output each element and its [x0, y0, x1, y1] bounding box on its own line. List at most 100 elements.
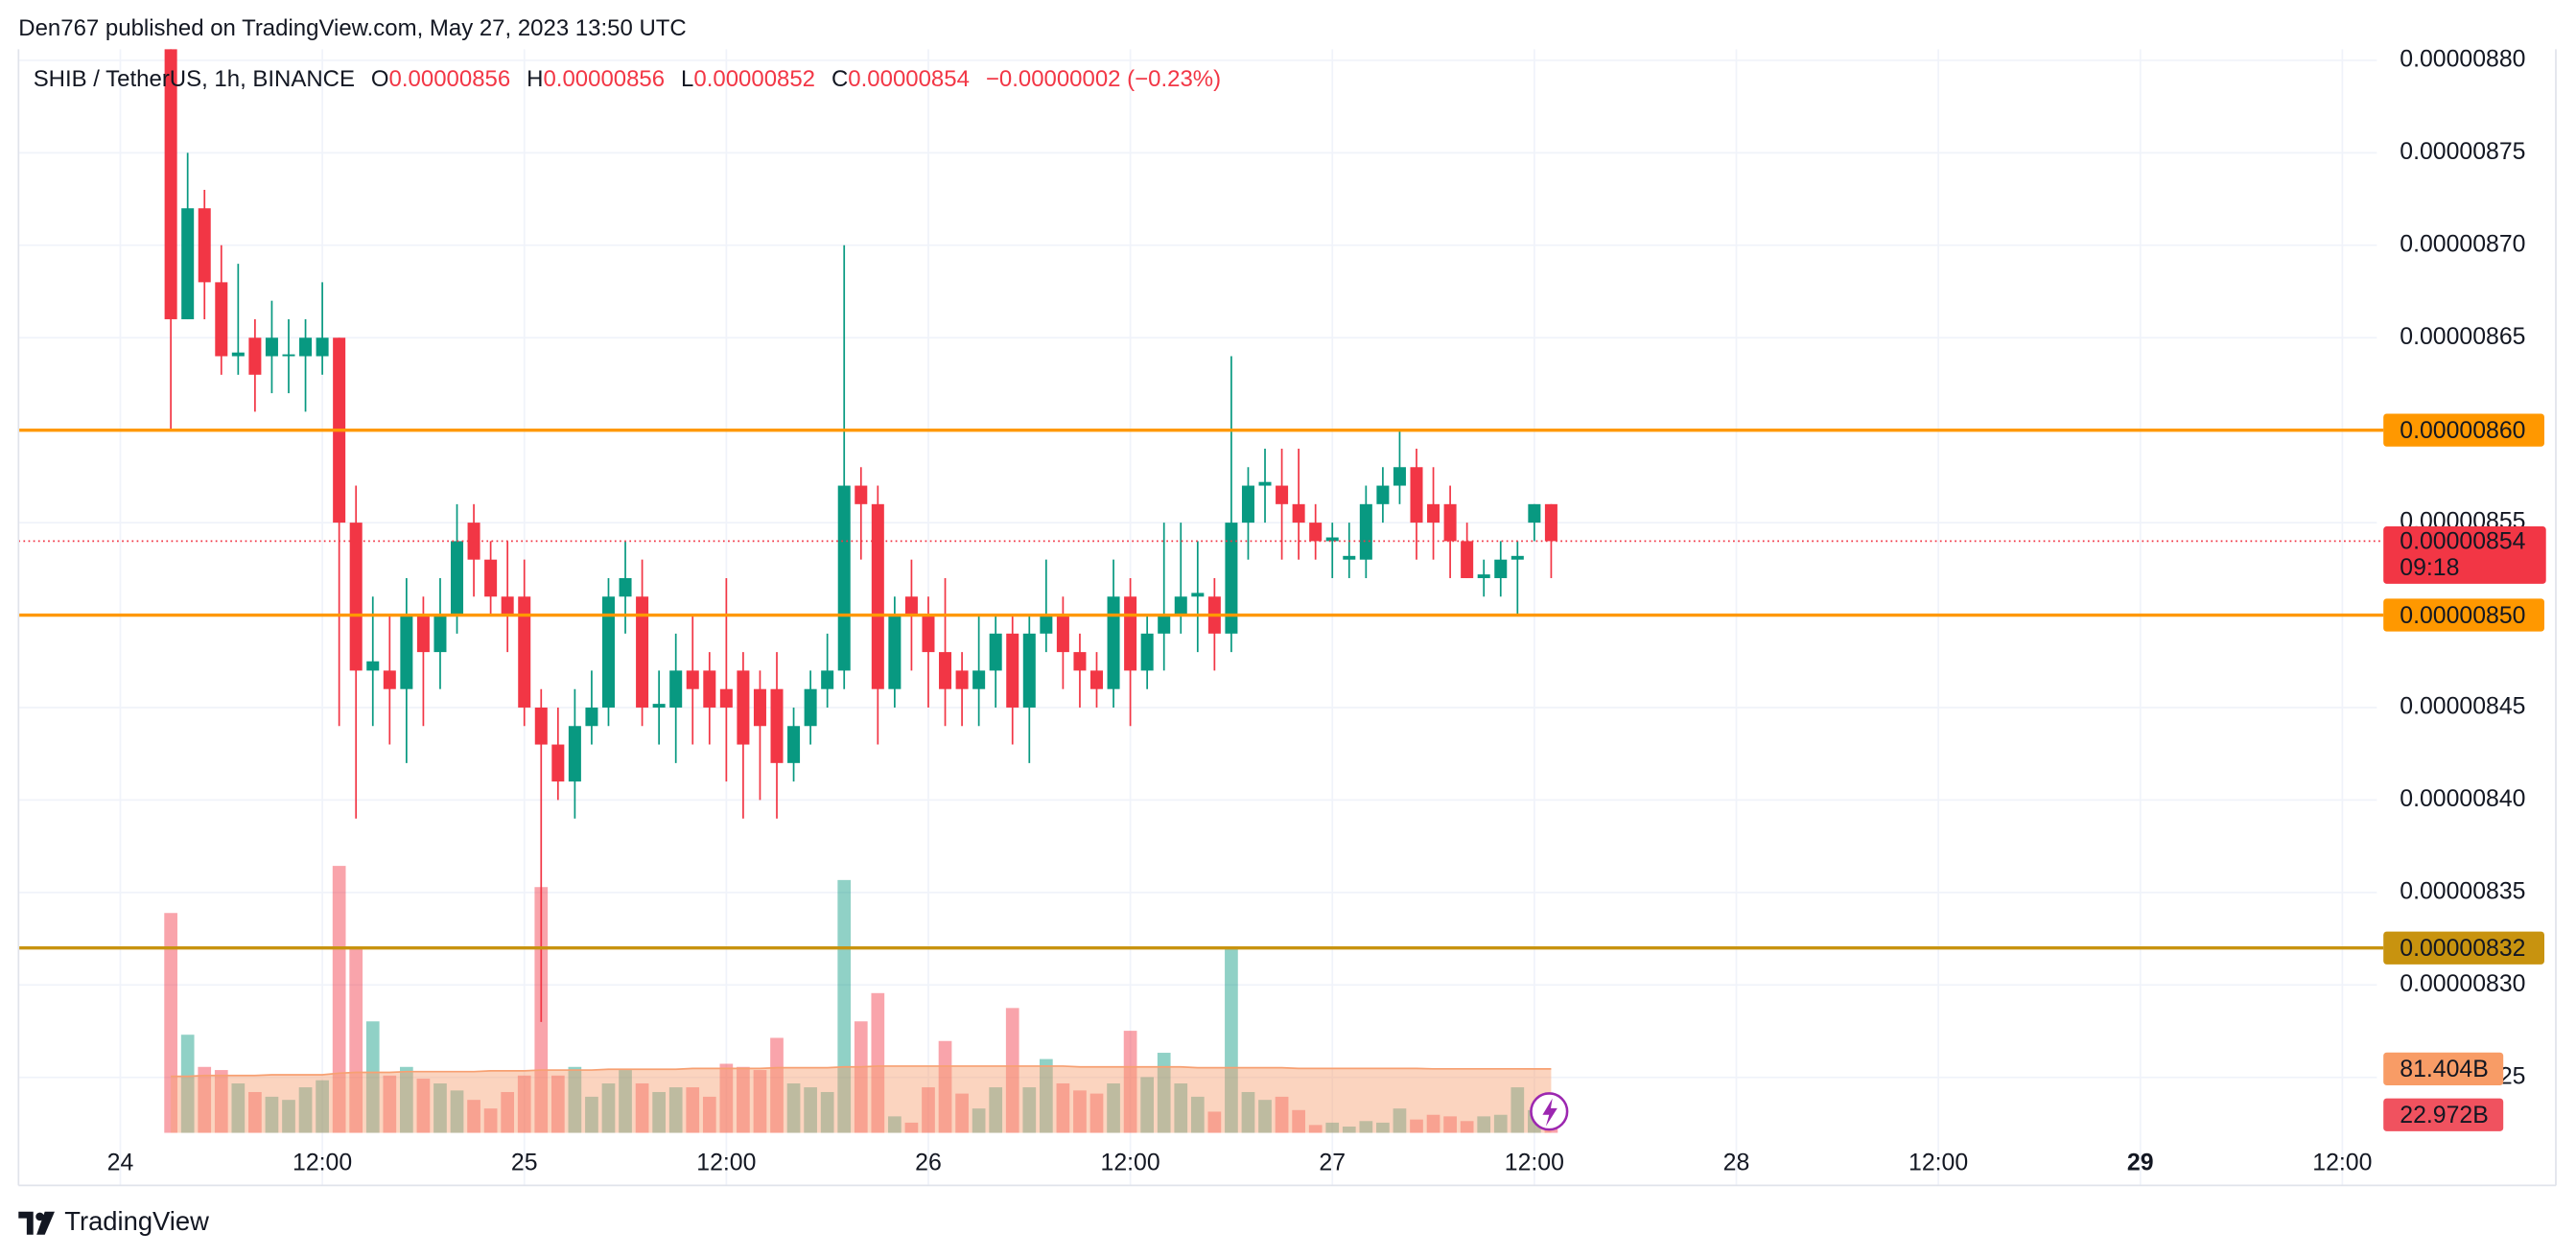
- last-price-countdown: 09:18: [2400, 555, 2459, 581]
- x-tick-label: 24: [107, 1151, 134, 1176]
- candle-body: [282, 354, 295, 357]
- volume-bar: [231, 1082, 246, 1133]
- x-tick-label: 29: [2127, 1151, 2154, 1176]
- candle-body: [1477, 574, 1490, 578]
- volume-bar: [585, 1096, 598, 1133]
- candle-body: [770, 688, 784, 763]
- volume-bar: [332, 866, 346, 1133]
- candle-body: [989, 633, 1002, 671]
- candle-body: [1174, 596, 1187, 616]
- candle-body: [719, 688, 733, 708]
- legend: SHIB / TetherUS, 1h, BINANCE O0.00000856…: [34, 66, 1221, 92]
- candle-body: [1158, 615, 1171, 634]
- candle-body: [1544, 503, 1557, 542]
- volume-bar: [316, 1080, 329, 1133]
- overlay: 0.00000880 0.00000875 0.00000870 0.00000865…: [18, 47, 2546, 1176]
- volume-bar: [753, 1070, 767, 1133]
- volume-bar: [668, 1087, 683, 1133]
- legend-l-label: L: [681, 66, 693, 92]
- candle-body: [366, 661, 380, 671]
- volume-bar: [501, 1091, 515, 1133]
- volume-bar: [719, 1063, 734, 1133]
- level-label: 0.00000832: [2400, 936, 2525, 962]
- volume-bar: [1107, 1082, 1120, 1133]
- candle-body: [1258, 481, 1272, 486]
- volume-bar: [938, 1040, 952, 1133]
- volume-bar: [383, 1075, 397, 1133]
- publisher-line: Den767 published on TradingView.com, May…: [18, 15, 686, 41]
- volume-bar: [180, 1035, 195, 1133]
- volume-bar: [1022, 1087, 1037, 1133]
- volume-bar: [416, 1079, 431, 1133]
- volume-bar: [737, 1066, 750, 1133]
- brand-logo: [18, 1211, 55, 1235]
- legend-h: 0.00000856: [543, 66, 665, 92]
- candle-body: [484, 559, 498, 597]
- volume-bar: [1410, 1119, 1423, 1133]
- volume-bar: [1089, 1093, 1104, 1133]
- candle-body: [804, 688, 817, 727]
- volume-bar: [635, 1082, 649, 1133]
- candle-body: [551, 744, 565, 782]
- y-tick-label: 0.00000830: [2400, 971, 2525, 997]
- volume-bar: [1426, 1114, 1440, 1133]
- volume-bar: [1190, 1096, 1205, 1133]
- volume-bar: [467, 1100, 480, 1133]
- level-label-bg: [2383, 931, 2544, 965]
- candle-body: [1510, 555, 1524, 560]
- candle-body: [568, 726, 581, 782]
- candle-body: [1006, 633, 1019, 708]
- level-label: 0.00000850: [2400, 603, 2525, 629]
- candle-body: [467, 523, 480, 560]
- volume-bar: [1325, 1122, 1340, 1133]
- candle-body: [349, 523, 363, 671]
- volume-bar: [265, 1096, 279, 1133]
- volume-bar: [1342, 1127, 1356, 1133]
- volume-bar: [1140, 1077, 1155, 1133]
- x-tick-label: 25: [511, 1151, 538, 1176]
- volume-bar: [1493, 1114, 1508, 1133]
- candle-body: [164, 49, 177, 319]
- y-tick-label: 0.00000880: [2400, 47, 2525, 73]
- candle-body: [1461, 541, 1474, 578]
- candle-body: [1107, 596, 1120, 689]
- volume-bar: [517, 1075, 531, 1133]
- volume-last-badge: 22.972B: [2400, 1103, 2489, 1128]
- candle-body: [1325, 537, 1339, 542]
- candle-body: [534, 707, 548, 745]
- candle-body: [837, 485, 851, 671]
- candle-body: [1376, 485, 1390, 504]
- y-tick-label: 0.00000840: [2400, 786, 2525, 812]
- candle-body: [1124, 596, 1137, 671]
- volume-bar: [955, 1093, 969, 1133]
- volume-bar: [1207, 1111, 1222, 1133]
- volume-bar: [568, 1066, 582, 1133]
- volume-bar: [601, 1082, 616, 1133]
- candle-body: [955, 670, 969, 689]
- legend-change: −0.00000002 (−0.23%): [986, 66, 1221, 92]
- candle-body: [198, 208, 211, 283]
- volume-bar: [1359, 1121, 1373, 1133]
- volume-bar: [652, 1091, 666, 1133]
- candle-body: [972, 670, 986, 689]
- candle-body: [855, 485, 868, 504]
- candle-body: [518, 596, 531, 708]
- candle-body: [1040, 615, 1053, 634]
- volume-bar: [1039, 1058, 1053, 1133]
- x-tick-label: 12:00: [293, 1151, 352, 1176]
- volume-bar: [1477, 1116, 1491, 1133]
- volume-ma-line: [171, 1065, 1552, 1078]
- x-tick-label: 27: [1319, 1151, 1346, 1176]
- x-tick-label: 26: [915, 1151, 942, 1176]
- candle-body: [1089, 670, 1104, 689]
- volume-bar: [1056, 1082, 1070, 1133]
- candle-body: [1427, 503, 1440, 523]
- brand-name: TradingView: [64, 1206, 209, 1236]
- candle-body: [1393, 467, 1406, 486]
- last-price-label: 0.00000854: [2400, 529, 2525, 555]
- candle-body: [1225, 523, 1238, 634]
- volume-last-badge-bg: [2383, 1098, 2504, 1131]
- volume-bar: [871, 992, 885, 1133]
- volume-bar: [164, 913, 177, 1133]
